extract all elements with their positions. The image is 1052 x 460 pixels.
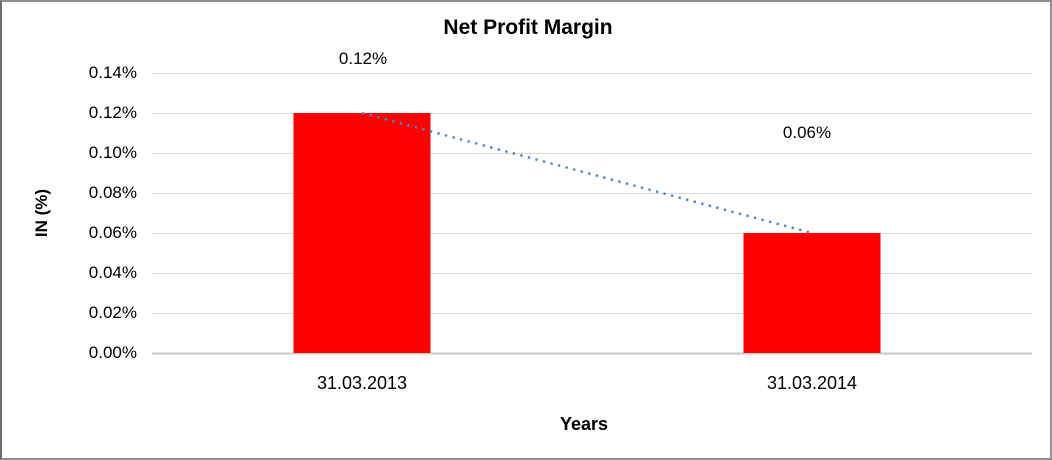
data-label: 0.12%	[338, 49, 388, 68]
bar-31.03.2013	[293, 113, 431, 353]
y-tick-label: 0.00%	[88, 343, 137, 362]
y-tick-label: 0.08%	[88, 183, 137, 202]
bar-31.03.2014	[743, 233, 881, 353]
x-axis-title: Years	[559, 414, 609, 434]
chart-title: Net Profit Margin	[443, 16, 613, 39]
y-tick-label: 0.12%	[88, 103, 137, 122]
y-tick-label: 0.06%	[88, 223, 137, 242]
y-axis-title: IN (%)	[32, 188, 51, 238]
y-tick-label: 0.04%	[88, 263, 137, 282]
y-tick-label: 0.10%	[88, 143, 137, 162]
y-tick-label: 0.02%	[88, 303, 137, 322]
x-category-label: 31.03.2014	[766, 373, 858, 393]
y-tick-label: 0.14%	[88, 63, 137, 82]
data-label: 0.06%	[782, 123, 832, 142]
x-category-label: 31.03.2013	[316, 373, 408, 393]
